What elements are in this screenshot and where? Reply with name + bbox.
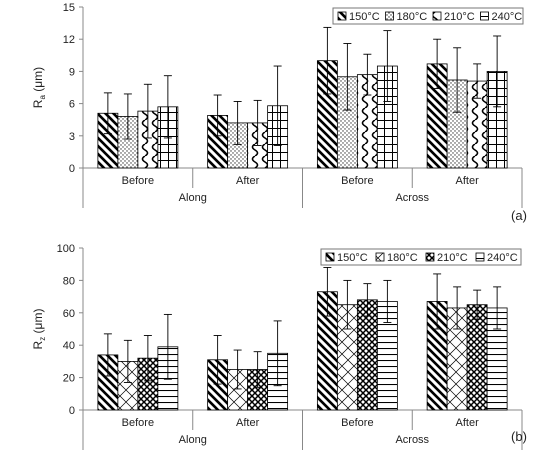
- y-axis-label-base: R: [31, 99, 45, 108]
- y-tick-label: 12: [63, 34, 75, 46]
- legend-label: 240°C: [492, 11, 523, 23]
- x-category-label: Before: [122, 175, 154, 187]
- legend-swatch: [337, 11, 347, 21]
- y-tick-label: 9: [69, 66, 75, 78]
- y-axis-label-base: R: [31, 340, 45, 349]
- legend-box: [320, 248, 522, 266]
- legend: 150°C 180°C 210°C 240°C: [320, 248, 522, 266]
- y-axis-label-unit: (μm): [31, 309, 45, 337]
- legend-swatch: [385, 11, 394, 21]
- x-category-label: Before: [341, 175, 373, 187]
- legend: 150°C 180°C 210°C 240°C: [332, 7, 524, 25]
- legend-swatch: [375, 252, 385, 262]
- y-tick-label: 100: [57, 243, 75, 255]
- bar-210c: [466, 304, 488, 411]
- y-tick-label: 0: [69, 405, 75, 417]
- legend-label: 180°C: [397, 11, 428, 23]
- chart-panel-b: 0 20 40 60 80 100 Rz (μm) Before After Before Afte…: [31, 243, 527, 450]
- y-tick-label: 15: [63, 2, 75, 14]
- x-category-label: After: [456, 417, 480, 429]
- y-tick-label: 80: [63, 275, 75, 287]
- legend-label: 150°C: [337, 252, 368, 264]
- legend-swatch: [480, 11, 489, 21]
- x-category-label: After: [236, 417, 260, 429]
- legend-label: 240°C: [487, 252, 518, 264]
- legend-swatch: [432, 11, 442, 21]
- panel-label: (b): [511, 429, 527, 444]
- y-tick-label: 0: [69, 163, 75, 175]
- y-axis-label-unit: (μm): [31, 67, 45, 95]
- x-group-label: Along: [179, 434, 207, 446]
- chart-panel-a: 0 3 6 9 12 15 Ra (μm) Before After Before After Alo…: [31, 2, 527, 223]
- legend-label: 180°C: [387, 252, 418, 264]
- y-tick-label: 40: [63, 340, 75, 352]
- y-axis-label-subscript: z: [38, 337, 47, 341]
- y-tick-label: 6: [69, 99, 75, 111]
- x-category-label: Before: [122, 417, 154, 429]
- y-axis-label-subscript: a: [38, 95, 47, 100]
- x-category-label: After: [456, 175, 480, 187]
- legend-swatch: [325, 252, 335, 262]
- x-category-label: After: [236, 175, 260, 187]
- legend-label: 210°C: [437, 252, 468, 264]
- x-group-label: Along: [179, 192, 207, 204]
- x-category-label: Before: [341, 417, 373, 429]
- y-tick-label: 3: [69, 131, 75, 143]
- panel-label: (a): [511, 208, 527, 223]
- y-axis-label: Ra (μm): [31, 67, 47, 108]
- legend-swatch: [425, 252, 435, 262]
- x-group-label: Across: [395, 434, 429, 446]
- legend-swatch: [475, 252, 485, 262]
- y-axis-label: Rz (μm): [31, 309, 47, 350]
- x-group-label: Across: [395, 192, 429, 204]
- y-tick-label: 20: [63, 373, 75, 385]
- y-tick-label: 60: [63, 308, 75, 320]
- legend-box: [332, 7, 524, 25]
- legend-label: 210°C: [444, 11, 475, 23]
- legend-label: 150°C: [349, 11, 380, 23]
